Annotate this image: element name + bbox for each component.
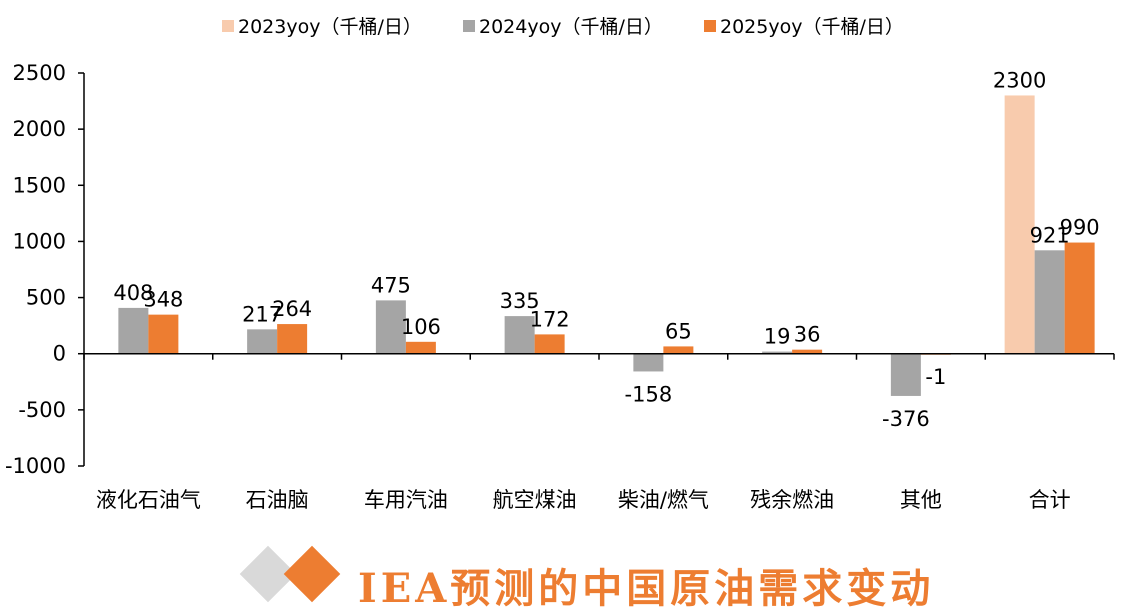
bar	[277, 324, 308, 354]
category-label: 合计	[1029, 488, 1071, 512]
data-label: 36	[794, 323, 821, 347]
legend-swatch	[704, 20, 716, 32]
logo-diamond-orange	[283, 545, 341, 603]
y-tick-label: 0	[53, 342, 66, 366]
legend: 2023yoy（千桶/日） 2024yoy（千桶/日） 2025yoy（千桶/日）	[222, 16, 904, 38]
bar	[633, 353, 664, 372]
bar	[504, 316, 535, 354]
y-tick-label: -500	[18, 398, 66, 422]
bar	[405, 341, 436, 354]
bars	[118, 95, 1095, 396]
y-tick-label: 500	[26, 286, 66, 310]
bar	[118, 307, 149, 354]
bar	[762, 351, 793, 354]
legend-label: 2024yoy（千桶/日）	[479, 16, 663, 38]
bar	[792, 349, 823, 354]
data-label: 217	[242, 302, 282, 326]
legend-item: 2025yoy（千桶/日）	[704, 16, 904, 38]
watermark: IEA预测的中国原油需求变动	[239, 545, 930, 612]
data-label: 348	[143, 288, 183, 312]
category-label: 液化石油气	[96, 488, 201, 512]
y-tick-label: 1500	[13, 173, 66, 197]
bar-chart: 2023yoy（千桶/日） 2024yoy（千桶/日） 2025yoy（千桶/日） …	[5, 16, 1115, 512]
y-tick-label: -1000	[5, 454, 66, 478]
data-label: 2300	[993, 68, 1046, 92]
data-label: -1	[925, 365, 946, 389]
legend-label: 2025yoy（千桶/日）	[720, 16, 904, 38]
y-tick-label: 2500	[13, 61, 66, 85]
legend-item: 2023yoy（千桶/日）	[222, 16, 422, 38]
bar	[1034, 250, 1065, 354]
y-tick-label: 2000	[13, 117, 66, 141]
data-label: -158	[625, 382, 673, 406]
category-label: 石油脑	[246, 488, 309, 512]
category-label: 航空煤油	[493, 488, 577, 512]
data-label: 172	[530, 307, 570, 331]
data-label: 475	[371, 273, 411, 297]
data-label: 921	[1030, 223, 1070, 247]
x-axis: 液化石油气 石油脑 车用汽油 航空煤油 柴油/燃气 残余燃油 其他 合计	[83, 352, 1115, 512]
category-label: 其他	[900, 488, 942, 512]
legend-label: 2023yoy（千桶/日）	[238, 16, 422, 38]
bar	[375, 300, 406, 354]
data-label: 990	[1060, 216, 1100, 240]
bar	[148, 314, 179, 354]
legend-item: 2024yoy（千桶/日）	[463, 16, 663, 38]
data-label: 19	[764, 325, 791, 349]
bar	[247, 329, 278, 354]
category-label: 车用汽油	[364, 488, 448, 512]
bar	[1004, 95, 1035, 354]
bar	[663, 346, 694, 354]
category-label: 柴油/燃气	[618, 488, 709, 512]
data-label: 65	[665, 319, 692, 343]
category-label: 残余燃油	[750, 488, 834, 512]
legend-swatch	[222, 20, 234, 32]
data-label: 264	[272, 297, 312, 321]
y-axis: 2500 2000 1500 1000 500 0 -500 -1000	[5, 61, 85, 478]
y-tick-label: 1000	[13, 229, 66, 253]
data-label: 106	[401, 315, 441, 339]
bar	[1064, 242, 1095, 354]
data-label: -376	[882, 407, 930, 431]
bar	[890, 353, 921, 396]
bar	[534, 334, 565, 354]
data-label: 408	[113, 281, 153, 305]
legend-swatch	[463, 20, 475, 32]
data-label: 335	[500, 289, 540, 313]
watermark-text: IEA预测的中国原油需求变动	[358, 565, 935, 612]
